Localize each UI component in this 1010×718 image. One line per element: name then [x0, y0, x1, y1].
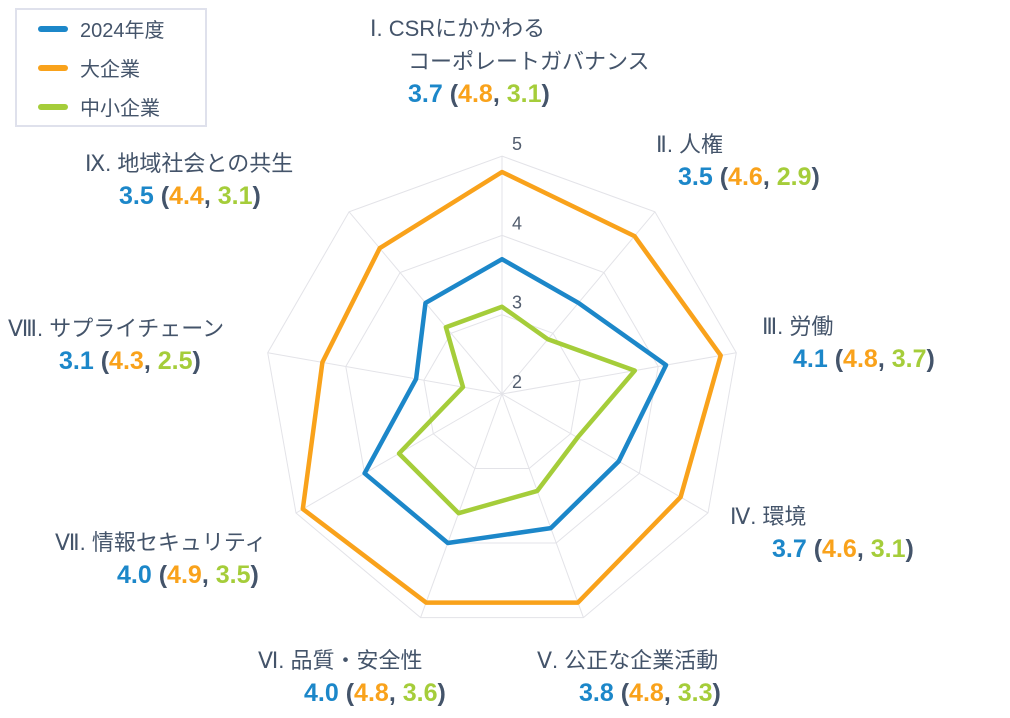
- axis-values: 4.0 (4.9, 3.5): [117, 559, 267, 592]
- legend-label-2024: 2024年度: [80, 20, 165, 42]
- value-sme: 3.1: [870, 535, 906, 563]
- value-2024: 3.7: [772, 535, 807, 563]
- axis-label-human-rights: Ⅱ. 人権 3.5 (4.6, 2.9): [656, 128, 820, 194]
- paren-open: (: [153, 182, 170, 210]
- paren-open: (: [151, 561, 168, 589]
- axis-title: Ⅷ. サプライチェーン: [8, 316, 225, 341]
- axis-title: Ⅲ. 労働: [762, 314, 834, 339]
- comma: ,: [388, 679, 403, 707]
- value-sme: 3.1: [217, 182, 253, 210]
- value-large: 4.6: [822, 535, 857, 563]
- axis-label-environment: Ⅳ. 環境 3.7 (4.6, 3.1): [730, 500, 914, 566]
- svg-text:4: 4: [512, 213, 522, 233]
- svg-text:2: 2: [512, 372, 522, 392]
- paren-close: ): [437, 679, 446, 707]
- paren-open: (: [93, 347, 110, 375]
- value-sme: 2.9: [776, 163, 812, 191]
- axis-values: 4.1 (4.8, 3.7): [793, 343, 935, 376]
- value-sme: 3.1: [506, 80, 542, 108]
- comma: ,: [877, 345, 892, 373]
- value-sme: 2.5: [157, 347, 193, 375]
- axis-title: Ⅳ. 環境: [730, 504, 807, 529]
- svg-text:5: 5: [512, 134, 522, 154]
- paren-close: ): [192, 347, 201, 375]
- value-2024: 4.0: [117, 561, 152, 589]
- value-sme: 3.7: [891, 345, 927, 373]
- value-sme: 3.3: [677, 679, 713, 707]
- legend-item-large-enterprise: 大企業: [38, 53, 205, 82]
- value-2024: 3.5: [119, 182, 154, 210]
- paren-close: ): [252, 182, 261, 210]
- legend-item-2024: 2024年度: [38, 14, 205, 43]
- axis-title: Ⅱ. 人権: [656, 132, 724, 157]
- comma: ,: [492, 80, 507, 108]
- axis-label-community: Ⅸ. 地域社会との共生 3.5 (4.4, 3.1): [85, 147, 293, 213]
- value-large: 4.3: [109, 347, 144, 375]
- legend: 2024年度 大企業 中小企業: [15, 8, 207, 127]
- axis-values: 3.8 (4.8, 3.3): [579, 677, 721, 710]
- axis-label-info-security: Ⅶ. 情報セキュリティ 4.0 (4.9, 3.5): [55, 526, 267, 592]
- paren-open: (: [338, 679, 355, 707]
- value-large: 4.9: [167, 561, 202, 589]
- paren-close: ): [541, 80, 550, 108]
- legend-dash-large-icon: [38, 64, 68, 71]
- axis-values: 3.7 (4.6, 3.1): [772, 533, 914, 566]
- value-large: 4.8: [629, 679, 664, 707]
- axis-label-quality-safety: Ⅵ. 品質・安全性 4.0 (4.8, 3.6): [258, 644, 446, 710]
- legend-label-sme: 中小企業: [80, 98, 160, 120]
- axis-title: Ⅰ. CSRにかかわる: [370, 16, 546, 41]
- legend-dash-sme-icon: [38, 103, 68, 110]
- value-2024: 3.1: [59, 347, 94, 375]
- axis-values: 3.7 (4.8, 3.1): [408, 78, 650, 111]
- axis-title-line2: コーポレートガバナンス: [408, 49, 650, 74]
- axis-title: Ⅵ. 品質・安全性: [258, 648, 423, 673]
- paren-close: ): [811, 163, 820, 191]
- value-large: 4.8: [458, 80, 493, 108]
- value-large: 4.4: [169, 182, 204, 210]
- value-large: 4.8: [354, 679, 389, 707]
- value-2024: 4.0: [304, 679, 339, 707]
- value-2024: 3.5: [678, 163, 713, 191]
- axis-values: 4.0 (4.8, 3.6): [304, 677, 446, 710]
- comma: ,: [143, 347, 158, 375]
- paren-open: (: [806, 535, 823, 563]
- legend-dash-2024-icon: [38, 25, 68, 32]
- comma: ,: [856, 535, 871, 563]
- axis-label-supply-chain: Ⅷ. サプライチェーン 3.1 (4.3, 2.5): [8, 312, 224, 378]
- paren-close: ): [905, 535, 914, 563]
- axis-label-labor: Ⅲ. 労働 4.1 (4.8, 3.7): [762, 310, 935, 376]
- value-sme: 3.5: [215, 561, 251, 589]
- value-sme: 3.6: [402, 679, 438, 707]
- axis-title: Ⅶ. 情報セキュリティ: [55, 530, 267, 555]
- value-2024: 3.7: [408, 80, 443, 108]
- axis-values: 3.1 (4.3, 2.5): [59, 345, 224, 378]
- svg-text:3: 3: [512, 293, 522, 313]
- paren-open: (: [442, 80, 459, 108]
- axis-values: 3.5 (4.4, 3.1): [119, 180, 293, 213]
- legend-item-sme: 中小企業: [38, 92, 205, 121]
- value-2024: 3.8: [579, 679, 614, 707]
- paren-close: ): [926, 345, 935, 373]
- paren-open: (: [827, 345, 844, 373]
- legend-label-large: 大企業: [80, 59, 140, 81]
- axis-label-fair-practices: Ⅴ. 公正な企業活動 3.8 (4.8, 3.3): [537, 644, 721, 710]
- axis-title: Ⅸ. 地域社会との共生: [85, 151, 294, 176]
- comma: ,: [203, 182, 218, 210]
- comma: ,: [762, 163, 777, 191]
- comma: ,: [201, 561, 216, 589]
- value-2024: 4.1: [793, 345, 828, 373]
- value-large: 4.6: [728, 163, 763, 191]
- comma: ,: [663, 679, 678, 707]
- axis-title: Ⅴ. 公正な企業活動: [537, 648, 719, 673]
- paren-open: (: [613, 679, 630, 707]
- axis-label-governance: Ⅰ. CSRにかかわる コーポレートガバナンス 3.7 (4.8, 3.1): [370, 12, 650, 111]
- axis-values: 3.5 (4.6, 2.9): [678, 161, 820, 194]
- paren-open: (: [712, 163, 729, 191]
- paren-close: ): [712, 679, 721, 707]
- paren-close: ): [250, 561, 259, 589]
- value-large: 4.8: [843, 345, 878, 373]
